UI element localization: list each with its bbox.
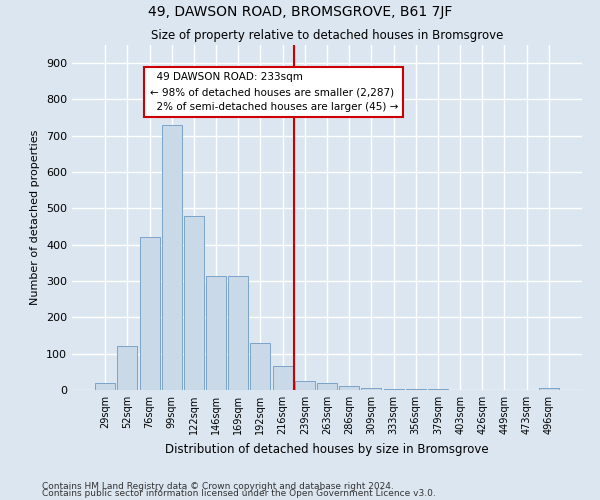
Bar (539, 388, 559, 390)
Bar (228, 276, 248, 390)
Bar (295, 381, 315, 390)
Bar (140, 238, 160, 390)
Bar (250, 343, 271, 390)
X-axis label: Distribution of detached houses by size in Bromsgrove: Distribution of detached houses by size … (165, 442, 489, 456)
Text: 49 DAWSON ROAD: 233sqm
← 98% of detached houses are smaller (2,287)
  2% of semi: 49 DAWSON ROAD: 233sqm ← 98% of detached… (149, 72, 398, 112)
Bar (339, 386, 359, 390)
Y-axis label: Number of detached properties: Number of detached properties (31, 130, 40, 305)
Bar (361, 388, 382, 390)
Text: Contains public sector information licensed under the Open Government Licence v3: Contains public sector information licen… (42, 489, 436, 498)
Bar (317, 382, 337, 390)
Bar (184, 216, 204, 390)
Bar (383, 389, 404, 390)
Bar (162, 125, 182, 390)
Text: 49, DAWSON ROAD, BROMSGROVE, B61 7JF: 49, DAWSON ROAD, BROMSGROVE, B61 7JF (148, 5, 452, 19)
Text: Contains HM Land Registry data © Crown copyright and database right 2024.: Contains HM Land Registry data © Crown c… (42, 482, 394, 491)
Bar (95, 384, 115, 390)
Bar (118, 346, 137, 390)
Bar (206, 276, 226, 390)
Title: Size of property relative to detached houses in Bromsgrove: Size of property relative to detached ho… (151, 30, 503, 43)
Bar (272, 366, 293, 390)
